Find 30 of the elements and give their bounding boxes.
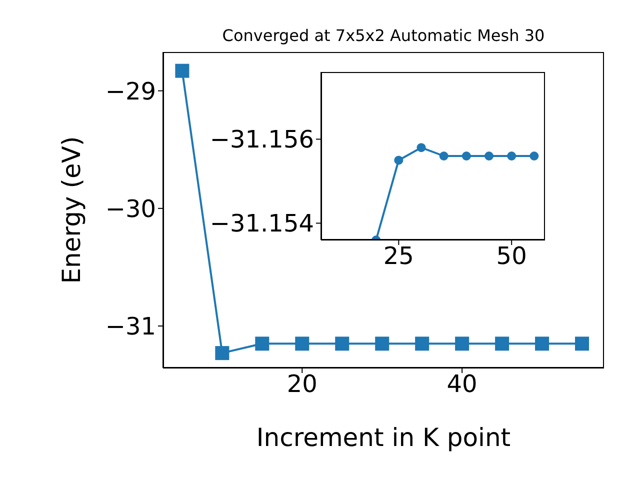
- point: [175, 64, 190, 78]
- point: [535, 336, 550, 351]
- point: [495, 336, 510, 351]
- x-tick-label: 20: [286, 370, 318, 398]
- point: [439, 152, 448, 160]
- point: [255, 336, 270, 351]
- point: [215, 346, 230, 360]
- point: [335, 336, 350, 351]
- point: [415, 336, 430, 351]
- point: [484, 152, 494, 160]
- point: [394, 156, 404, 165]
- x-tick-label: 25: [383, 242, 414, 270]
- y-tick-label: −31: [105, 312, 156, 341]
- point: [530, 152, 539, 160]
- point: [462, 152, 471, 160]
- point: [416, 143, 426, 152]
- x-tick-label: 50: [496, 242, 527, 270]
- point: [455, 336, 470, 351]
- point: [295, 336, 310, 351]
- point: [507, 152, 516, 160]
- y-tick-label: −29: [105, 77, 156, 106]
- x-tick-label: 40: [446, 370, 478, 398]
- y-tick-label: −31.156: [210, 126, 314, 154]
- point: [375, 336, 390, 351]
- x-axis-title: Increment in K point: [256, 423, 511, 452]
- y-axis-title: Energy (eV): [56, 136, 86, 284]
- chart-title: Converged at 7x5x2 Automatic Mesh 30: [221, 26, 546, 45]
- point: [575, 336, 590, 351]
- y-tick-label: −31.154: [210, 210, 314, 238]
- y-tick-label: −30: [105, 194, 156, 223]
